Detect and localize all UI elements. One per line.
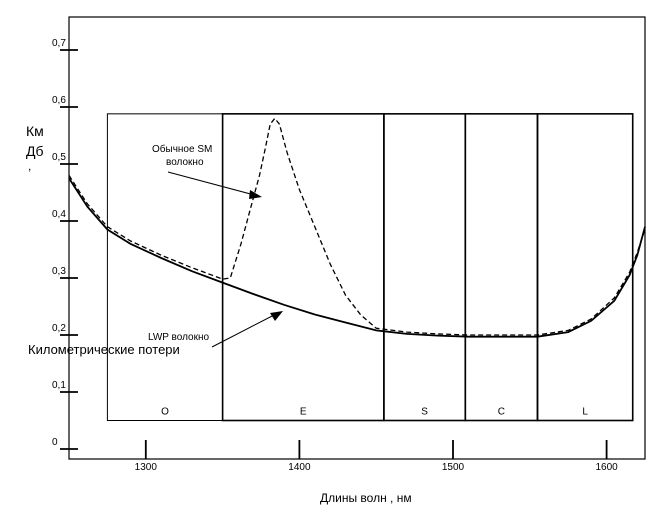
series-line-sm <box>68 117 646 336</box>
y-tick-label: 0,4 <box>52 209 66 220</box>
x-tick-label: 1500 <box>442 462 465 473</box>
plot-frame <box>68 16 646 460</box>
band-l <box>536 113 634 422</box>
y-tick-label: 0,1 <box>52 380 66 391</box>
band-c <box>464 113 539 422</box>
y-tick-label: 0 <box>52 437 58 448</box>
x-tick-label: 1400 <box>288 462 311 473</box>
x-axis-label: Длины волн , нм <box>320 491 412 505</box>
band-label-e: E <box>300 407 307 418</box>
y-tick-label: 0,2 <box>52 323 66 334</box>
y-tick-label: 0,5 <box>52 152 66 163</box>
band-s <box>383 113 467 422</box>
x-tick-label: 1300 <box>135 462 158 473</box>
annotation-lwp-arrow <box>211 312 279 348</box>
y-axis-label-line-1: Км <box>26 123 44 139</box>
series-line-lwp <box>68 177 646 338</box>
y-tick-label: 0,7 <box>52 38 66 49</box>
y-tick-label: 0,3 <box>52 266 66 277</box>
band-o <box>106 113 224 421</box>
annotation-sm-arrow <box>167 171 259 197</box>
y-tick-label: 0,6 <box>52 95 66 106</box>
annotation-km-losses: Километрические потери <box>28 342 180 357</box>
y-axis-label-line-2: Дб <box>26 143 44 159</box>
x-axis: 1300 1400 1500 1600 <box>135 440 618 473</box>
y-axis: 0 0,1 0,2 0,3 0,4 0,5 0,6 0,7 <box>52 38 78 450</box>
y-axis-label-line-3: , <box>28 159 31 173</box>
annotation-sm-arrowhead <box>249 190 262 199</box>
series-layer <box>68 117 646 338</box>
annotation-lwp: LWP волокно <box>148 332 209 343</box>
band-label-l: L <box>582 407 588 418</box>
band-label-o: O <box>161 407 169 418</box>
annotation-sm-line-1: Обычное SM <box>152 143 212 155</box>
band-label-c: C <box>498 407 505 418</box>
annotation-sm-line-2: волокно <box>166 157 204 168</box>
band-e <box>221 113 385 422</box>
band-label-s: S <box>421 407 428 418</box>
annotation-lwp-arrowhead <box>270 311 283 321</box>
x-tick-label: 1600 <box>595 462 618 473</box>
